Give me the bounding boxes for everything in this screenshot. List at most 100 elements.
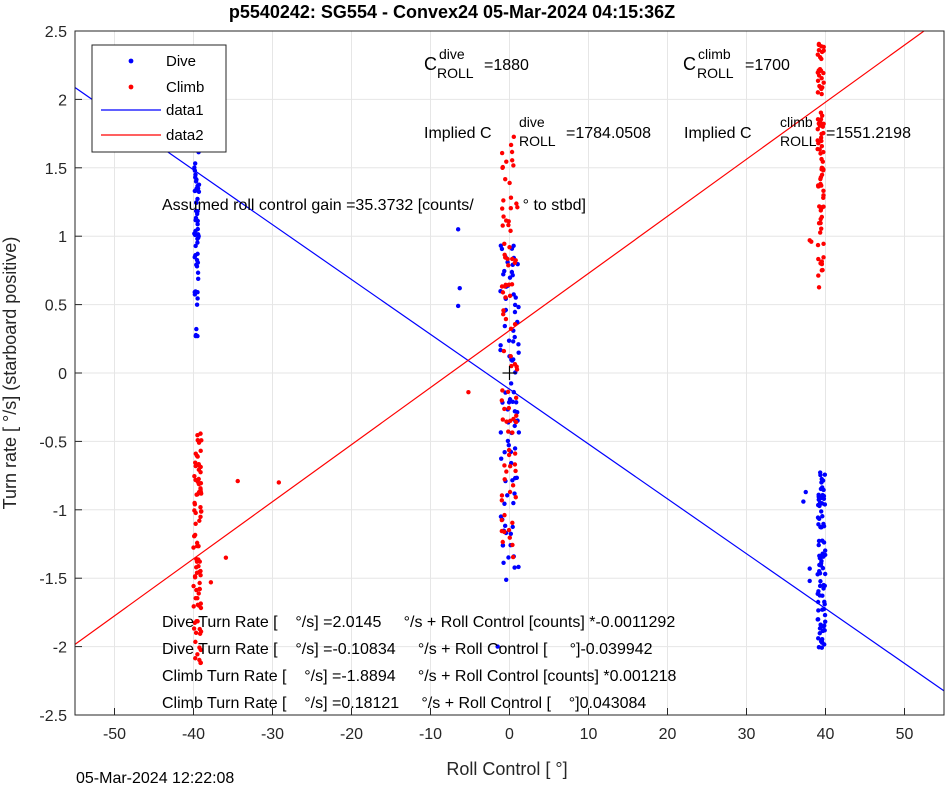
dive-point [192, 292, 198, 297]
dive-point [194, 264, 200, 269]
dive-point [192, 161, 198, 166]
dive-point [820, 478, 826, 483]
dive-point [822, 628, 827, 633]
climb-point [815, 52, 821, 57]
climb-point [193, 630, 199, 636]
dive-point [515, 410, 520, 415]
climb-point [816, 73, 822, 78]
dive-point [816, 497, 821, 502]
climb-point [513, 395, 519, 401]
climb-point [195, 652, 200, 657]
climb-point [509, 363, 514, 369]
climb-point [508, 195, 514, 200]
dive-point [822, 472, 828, 477]
dive-point [820, 514, 825, 519]
dive-point [498, 343, 503, 348]
dive-point [506, 555, 511, 560]
x-tick-label: -40 [182, 726, 205, 743]
dive-point [511, 389, 517, 395]
dive-point [821, 540, 827, 545]
climb-point [819, 261, 825, 267]
climb-point [821, 193, 826, 198]
dive-point [819, 637, 825, 642]
dive-point [815, 572, 820, 577]
dive-point [512, 565, 517, 570]
legend-data1-label: data1 [166, 102, 204, 119]
climb-point [195, 602, 201, 608]
climb-point [198, 605, 204, 611]
climb-point [191, 545, 196, 550]
climb-point [197, 586, 202, 592]
climb-point [499, 528, 505, 534]
climb-point [513, 495, 518, 500]
climb-point [819, 91, 824, 97]
climb-point [500, 223, 505, 228]
climb-point [196, 543, 201, 549]
climb-point [508, 206, 514, 211]
dive-point [513, 400, 519, 405]
dive-point [194, 211, 200, 217]
x-tick-label: -50 [103, 726, 126, 743]
svg-text:ROLL: ROLL [780, 133, 817, 149]
climb-point [194, 565, 199, 570]
chart-title: p5540242: SG554 - Convex24 05-Mar-2024 0… [229, 2, 675, 22]
climb-point [192, 533, 197, 539]
dive-point [510, 524, 515, 530]
climb-point [199, 509, 204, 514]
svg-text:=1551.2198: =1551.2198 [826, 125, 911, 142]
climb-point [191, 626, 197, 631]
climb-point [505, 389, 511, 395]
climb-point [513, 468, 518, 474]
dive-point [455, 303, 461, 309]
climb-point [818, 135, 824, 140]
climb-point [194, 556, 199, 562]
dive-point [193, 243, 198, 249]
climb-point [821, 168, 826, 173]
climb-point [502, 241, 507, 246]
dive-point [512, 309, 518, 315]
climb-point [819, 143, 825, 149]
dive-point [820, 551, 825, 556]
climb-point [196, 569, 202, 575]
dive-point [193, 253, 198, 258]
climb-point [816, 47, 822, 53]
climb-point [195, 433, 200, 438]
climb-point [506, 452, 512, 458]
climb-point [507, 489, 513, 495]
climb-point [821, 149, 826, 155]
dive-point [816, 538, 822, 544]
y-tick-label: -2.5 [39, 708, 67, 725]
climb-point [815, 146, 820, 152]
climb-point [511, 416, 516, 422]
climb-point [506, 263, 511, 268]
climb-point [509, 149, 515, 155]
climb-point [500, 290, 506, 295]
equation-climb-counts: Climb Turn Rate [ °/s] =-1.8894 °/s + Ro… [162, 668, 676, 685]
climb-point [502, 477, 507, 482]
climb-point [195, 438, 200, 443]
dive-point [512, 302, 518, 308]
dive-point [504, 577, 509, 582]
dive-point [195, 222, 200, 227]
climb-point [208, 580, 214, 585]
x-tick-label: 0 [505, 726, 514, 743]
climb-point [506, 429, 511, 434]
dive-point [505, 493, 510, 498]
climb-point [196, 481, 202, 487]
climb-point [816, 256, 821, 262]
climb-point [276, 480, 282, 485]
dive-point [819, 640, 825, 645]
climb-point [815, 127, 820, 132]
climb-point [821, 80, 826, 85]
c-roll-climb-annotation: C climb ROLL =1700 [683, 46, 790, 81]
dive-point [455, 227, 461, 232]
dive-point [816, 516, 822, 522]
legend-dive-label: Dive [166, 53, 196, 70]
climb-point [816, 285, 822, 290]
climb-point [502, 463, 507, 468]
climb-point [193, 639, 198, 645]
dive-point [509, 358, 515, 363]
climb-point [815, 78, 821, 84]
climb-point [501, 312, 506, 317]
